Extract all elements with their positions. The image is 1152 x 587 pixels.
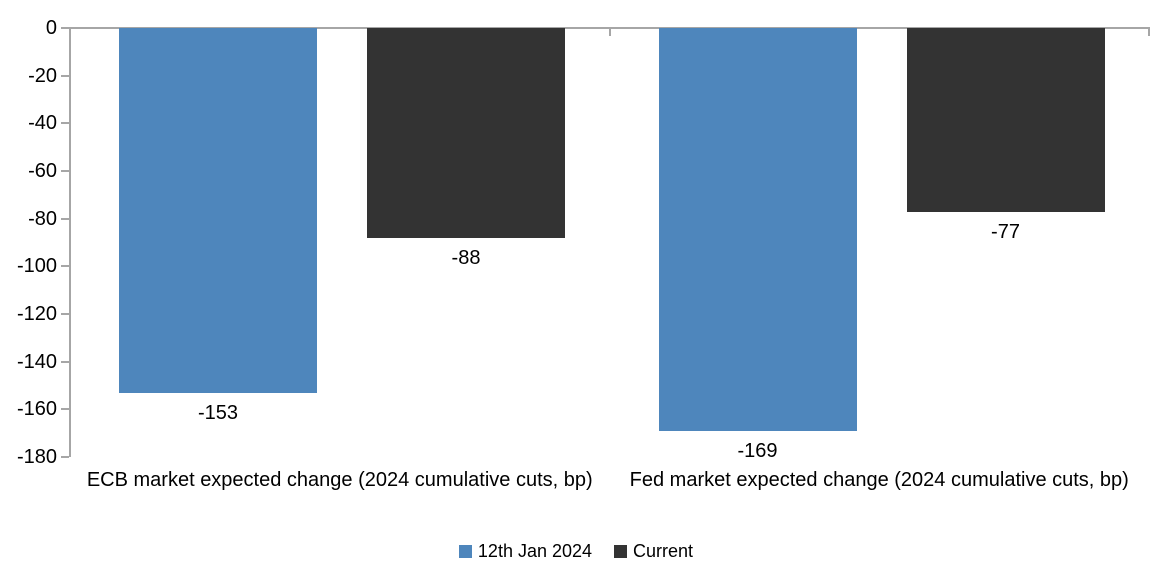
y-axis-tick: [61, 408, 69, 411]
y-axis-tick: [61, 313, 69, 315]
legend-swatch-icon: [614, 544, 628, 558]
y-axis-label: -20: [28, 64, 57, 87]
legend-swatch-icon: [458, 544, 472, 558]
y-axis-tick: [61, 456, 69, 458]
legend-item: 12th Jan 2024: [458, 541, 593, 561]
y-axis-label: -160: [16, 398, 57, 421]
y-axis-tick: [61, 122, 69, 125]
category-boundary-tick: [608, 28, 611, 36]
bar-value-label: -153: [197, 401, 239, 424]
x-axis-line: [61, 27, 1150, 29]
y-axis-line: [69, 27, 71, 457]
bar-series1: [658, 28, 857, 431]
y-axis-label: -40: [28, 112, 57, 135]
bar-value-label: -77: [991, 220, 1020, 243]
y-axis-label: -100: [16, 255, 57, 278]
legend-label: 12th Jan 2024: [477, 541, 593, 561]
y-axis-tick: [61, 74, 69, 77]
y-axis-label: -80: [28, 207, 57, 230]
bar-value-label: -169: [737, 439, 778, 462]
bar-series2: [906, 28, 1105, 212]
y-axis-label: -120: [16, 303, 57, 325]
legend-label: Current: [633, 541, 694, 561]
y-axis-label: -180: [16, 446, 57, 468]
legend: 12th Jan 2024 Current: [0, 541, 1152, 561]
category-boundary-tick: [1148, 28, 1150, 36]
y-axis-tick: [61, 217, 69, 220]
y-axis-tick: [61, 170, 69, 172]
y-axis-label: -140: [16, 350, 57, 373]
bar-series1: [119, 28, 317, 393]
y-axis-tick: [61, 265, 69, 268]
y-axis-label: -60: [28, 160, 57, 182]
y-axis-label: 0: [45, 17, 57, 39]
bar-series2: [367, 28, 565, 238]
legend-item: Current: [614, 541, 693, 561]
bar-value-label: -88: [451, 246, 481, 269]
category-label: Fed market expected change (2024 cumulat…: [629, 469, 1129, 491]
y-axis-tick: [61, 360, 69, 363]
category-label: ECB market expected change (2024 cumulat…: [86, 469, 593, 491]
